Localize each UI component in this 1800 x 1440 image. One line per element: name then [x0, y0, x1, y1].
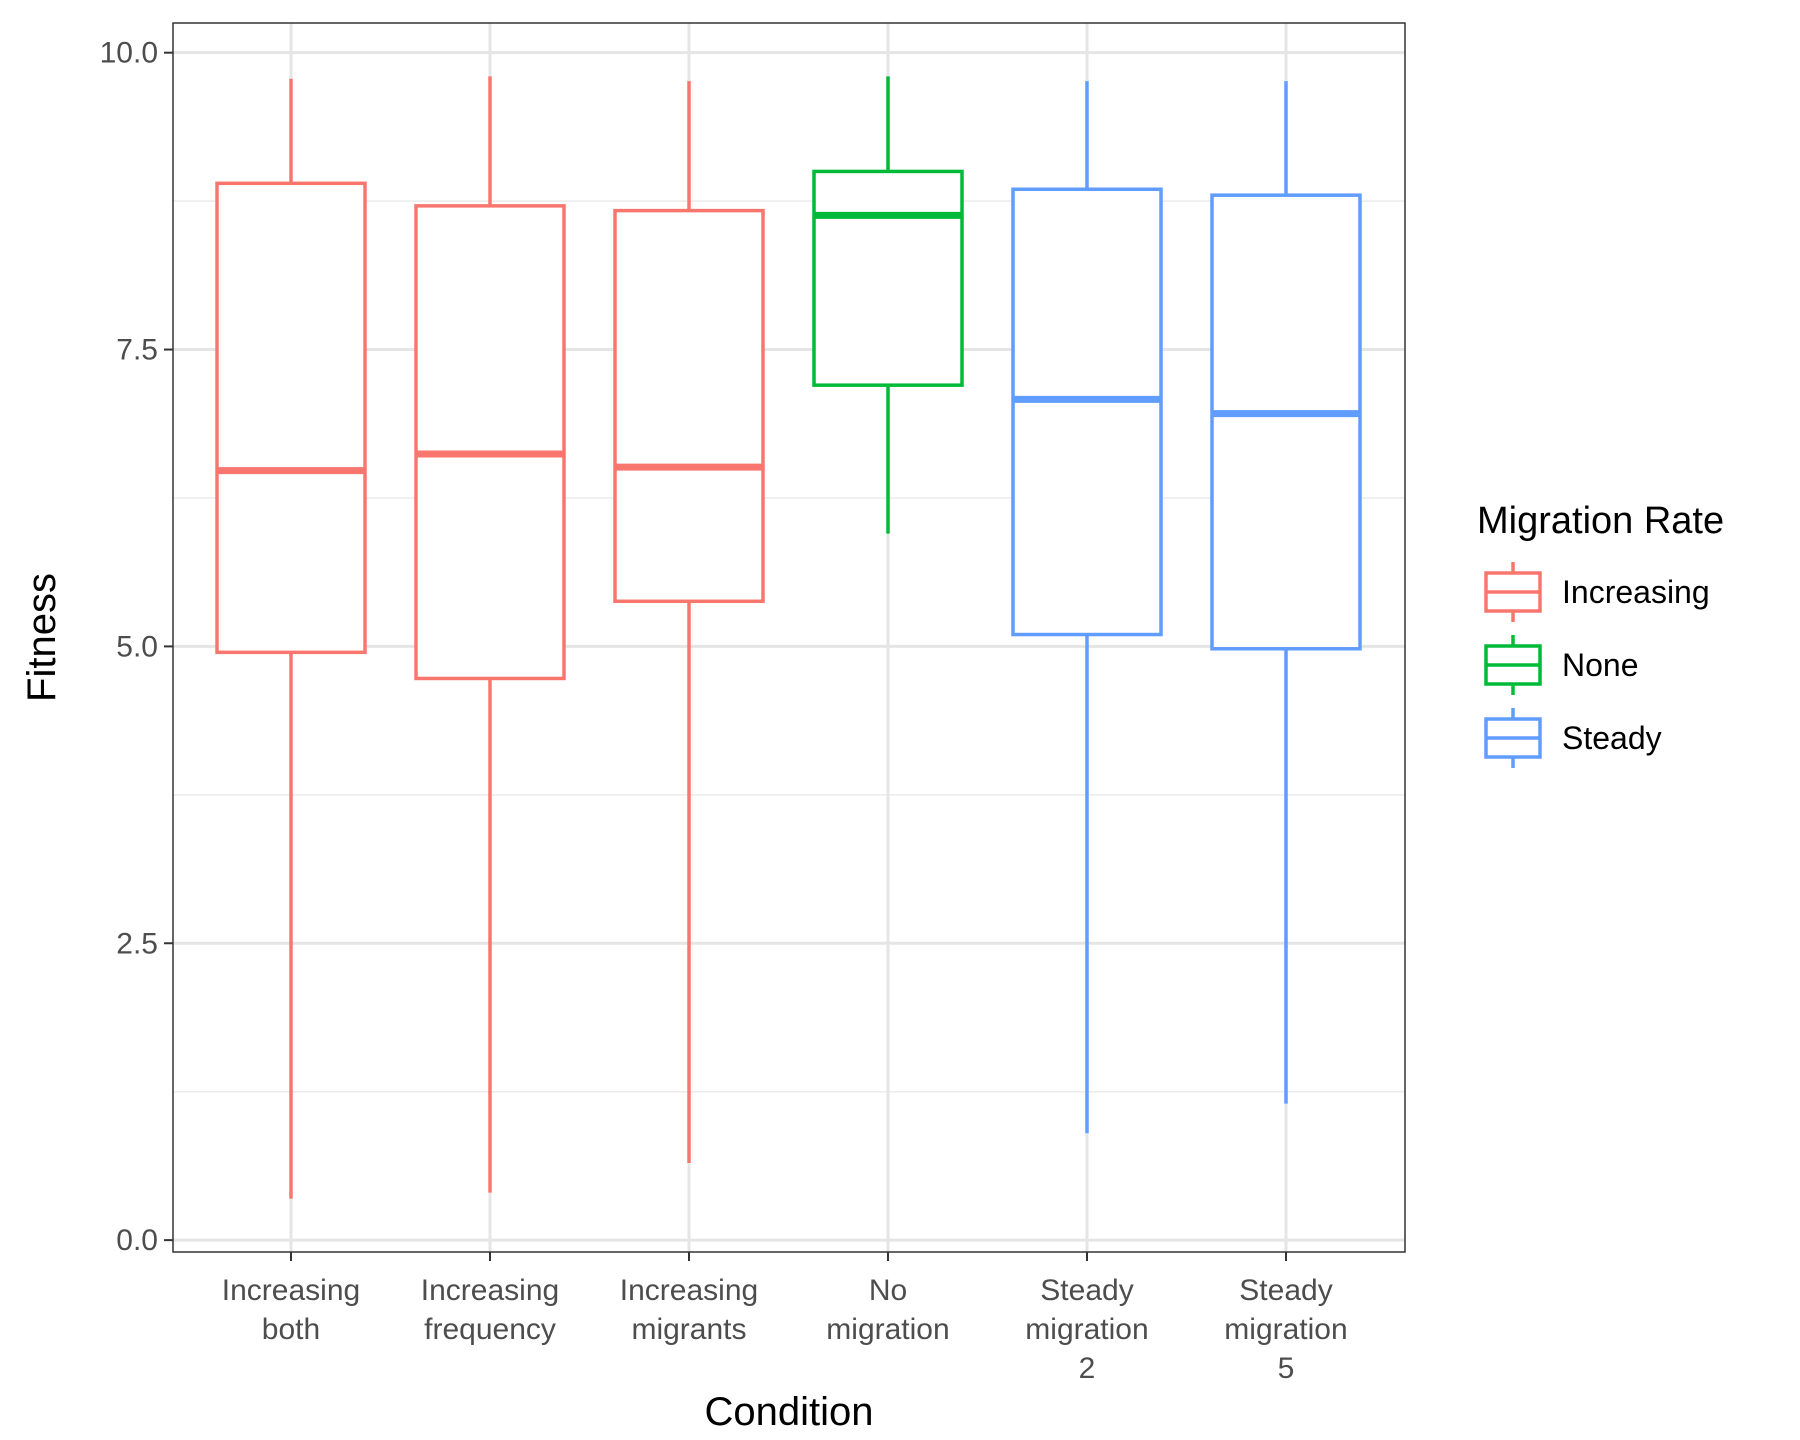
x-tick-label-line: migration	[1025, 1313, 1148, 1346]
x-tick-label-line: Increasing	[421, 1274, 559, 1307]
box-3	[812, 76, 964, 534]
x-tick-label: Increasing both	[222, 1274, 360, 1346]
x-tick-label-line: Increasing	[222, 1274, 360, 1307]
x-tick-label-line: both	[262, 1313, 320, 1346]
y-axis-title: Fitness	[20, 573, 64, 702]
box-iqr	[1210, 193, 1362, 651]
x-tick-label-line: migration	[1224, 1313, 1347, 1346]
box-iqr	[1011, 187, 1163, 637]
panel-border	[172, 22, 1406, 1253]
box-iqr	[414, 204, 566, 681]
y-tick-label: 5.0	[116, 630, 158, 663]
box-1	[414, 76, 566, 1193]
legend-item-increasing: Increasing	[1484, 562, 1710, 622]
y-tick-label: 10.0	[100, 37, 158, 70]
x-tick-label-line: migrants	[631, 1313, 746, 1346]
legend-item-none: None	[1484, 635, 1639, 695]
x-tick-label-line: 2	[1079, 1352, 1096, 1385]
x-tick-label-line: Increasing	[620, 1274, 758, 1307]
legend-label: None	[1562, 647, 1639, 683]
x-axis-title: Condition	[704, 1390, 873, 1434]
x-tick-label-line: 5	[1278, 1352, 1295, 1385]
x-tick-label-line: migration	[826, 1313, 949, 1346]
box-5	[1210, 81, 1362, 1104]
x-tick-label: Steady migration 2	[1025, 1274, 1148, 1385]
x-tick-label: Steady migration 5	[1224, 1274, 1347, 1385]
x-tick-label-line: frequency	[424, 1313, 556, 1346]
x-tick-label-line: Steady	[1239, 1274, 1332, 1307]
x-tick-label: Increasing frequency	[421, 1274, 559, 1346]
boxes	[215, 76, 1362, 1199]
y-tick-label: 2.5	[116, 927, 158, 960]
x-tick-label-line: Steady	[1040, 1274, 1133, 1307]
box-iqr	[215, 181, 367, 655]
box-2	[613, 81, 765, 1163]
legend-label: Increasing	[1562, 574, 1710, 610]
legend: Migration Rate Increasing None Steady	[1477, 500, 1724, 768]
box-4	[1011, 81, 1163, 1134]
box-iqr	[812, 169, 964, 387]
x-tick-label-line: No	[869, 1274, 907, 1307]
box-0	[215, 78, 367, 1199]
y-tick-label: 7.5	[116, 334, 158, 367]
box-iqr	[613, 208, 765, 604]
x-tick-label: No migration	[826, 1274, 949, 1346]
legend-title: Migration Rate	[1477, 500, 1724, 542]
legend-item-steady: Steady	[1484, 708, 1662, 768]
y-tick-label: 0.0	[116, 1224, 158, 1257]
legend-label: Steady	[1562, 720, 1662, 756]
x-tick-label: Increasing migrants	[620, 1274, 758, 1346]
